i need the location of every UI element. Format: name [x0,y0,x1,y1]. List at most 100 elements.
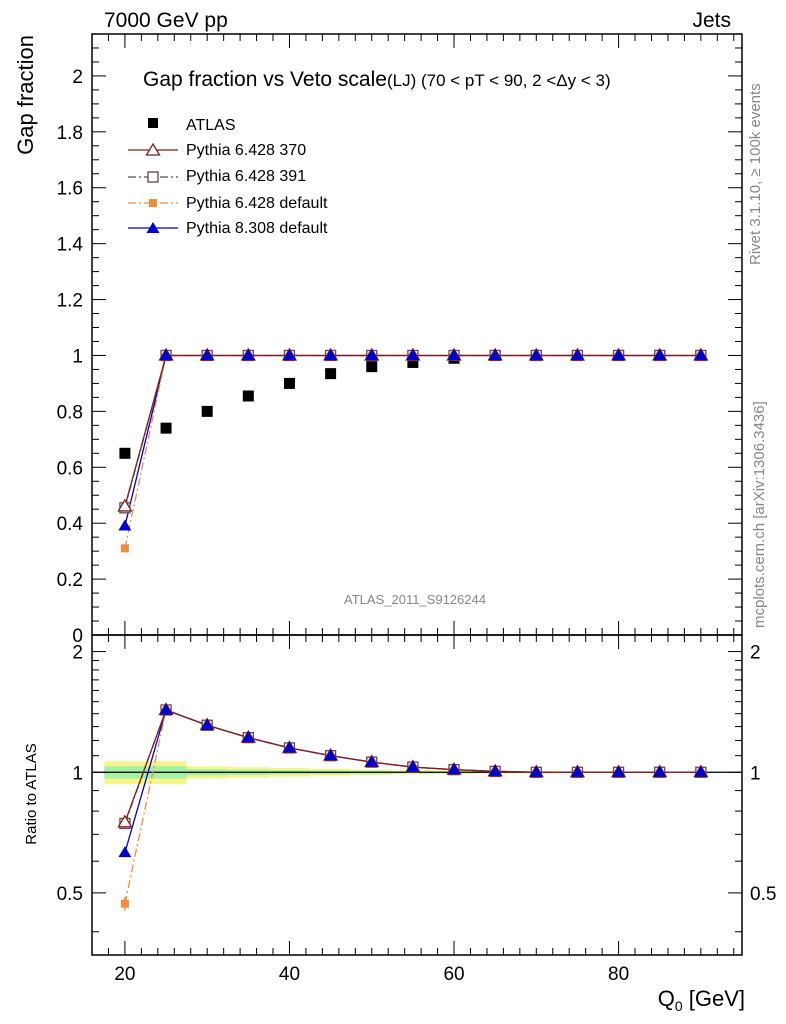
ratio-line-p6def [124,709,701,904]
main-y-tick-label: 0.6 [57,458,83,479]
main-point-atlas [160,422,172,434]
main-point-p8def [406,348,420,360]
ratio-point-p8def [488,764,502,776]
main-line-p370 [124,354,701,507]
main-point-p8def [324,348,338,360]
label-layer: 0 0.2 0.4 0.6 0.8 1 1.2 1.4 1.6 1.8 2 0.5 0.5 1 1 2 2 20 4… [57,67,777,985]
watermark-label: ATLAS_2011_S9126244 [344,592,486,607]
legend-entry-p8def: Pythia 8.308 default [128,220,328,237]
ratio-point-p8def [570,765,584,777]
plot-frames [91,33,743,956]
x-axis-title-symbol: Q [658,986,675,1011]
series-layer [117,347,709,911]
legend-label-p391: Pythia 6.428 391 [186,168,306,185]
ratio-point-p8def [653,765,667,777]
legend-entry-p391: Pythia 6.428 391 [128,168,306,185]
main-y-tick-label: 0 [72,626,83,647]
ratio-point-p8def [200,718,214,730]
legend-entry-atlas: ATLAS [148,117,236,134]
x-tick-label: 60 [443,964,464,985]
main-point-p8def [570,348,584,360]
ratio-y-tick-label-left: 1 [72,763,83,784]
main-point-p8def [282,348,296,360]
main-point-p8def [694,348,708,360]
main-point-atlas [201,405,213,417]
header-right: Jets [692,9,731,32]
main-point-atlas [119,447,131,459]
x-axis-title-unit: [GeV] [683,986,745,1011]
main-point-p8def [200,348,214,360]
main-point-p8def [118,519,132,531]
main-y-tick-label: 1.6 [57,179,83,200]
ratio-panel-frame [91,634,743,956]
legend: ATLAS Pythia 6.428 370 Pythia 6.428 391 … [128,117,328,237]
legend-marker-p6def [149,199,157,207]
main-point-p8def [241,348,255,360]
ratio-point-p8def [694,765,708,777]
x-tick-label: 40 [279,964,300,985]
ratio-y-tick-label-right: 0.5 [750,884,776,905]
ratio-point-p8def [118,846,132,858]
main-point-p8def [653,348,667,360]
chart-title-main: Gap fraction vs Veto scale [143,68,387,91]
main-point-p6def [120,544,129,553]
main-point-atlas [407,356,419,368]
legend-label-p8def: Pythia 8.308 default [186,220,328,237]
legend-entry-p6def: Pythia 6.428 default [128,195,328,212]
ratio-point-p8def [159,703,173,715]
main-point-p8def [488,348,502,360]
chart-title: Gap fraction vs Veto scale(LJ) (70 < pT … [143,68,611,91]
legend-label-atlas: ATLAS [186,117,236,134]
legend-marker-p370 [145,142,161,156]
ratio-y-tick-label-left: 0.5 [57,884,83,905]
main-line-p6def [124,354,701,549]
chart-subtitle: (LJ) (70 < pT < 90, 2 <Δy < 3) [387,71,611,90]
main-y-tick-label: 2 [72,67,83,88]
legend-label-p370: Pythia 6.428 370 [186,142,306,159]
main-point-atlas [283,377,295,389]
ratio-y-tick-label-right: 1 [750,763,761,784]
main-y-tick-label: 1.2 [57,291,83,312]
main-y-tick-label: 0.8 [57,402,83,423]
legend-entry-p370: Pythia 6.428 370 [128,142,306,159]
main-y-tick-label: 1 [72,346,83,367]
ratio-point-p8def [324,749,338,761]
ratio-point-p8def [529,765,543,777]
main-y-tick-label: 0.4 [57,514,84,535]
ratio-point-p370 [117,814,133,828]
rivet-label: Rivet 3.1.10, ≥ 100k events [747,83,764,265]
main-point-atlas [366,361,378,373]
ratio-line-p8def [124,709,701,853]
main-y-tick-label: 1.8 [57,123,83,144]
main-line-p391 [124,354,701,508]
ratio-point-p8def [241,731,255,743]
main-y-tick-label: 1.4 [57,235,84,256]
y-axis-title-ratio: Ratio to ATLAS [23,743,40,844]
main-point-p8def [529,348,543,360]
ratio-point-p8def [612,765,626,777]
main-point-p8def [612,348,626,360]
legend-marker-atlas [148,118,158,128]
main-point-p8def [447,348,461,360]
ratio-point-p8def [282,741,296,753]
ratio-point-p8def [406,760,420,772]
header-left: 7000 GeV pp [104,9,228,32]
legend-marker-p391 [147,171,159,183]
x-tick-label: 80 [608,964,629,985]
y-axis-title-main: Gap fraction [13,35,38,155]
mcplots-label: mcplots.cern.ch [arXiv:1306.3436] [751,401,768,628]
x-axis-title-subscript: 0 [675,998,683,1014]
legend-marker-p8def [146,222,160,233]
x-tick-label: 20 [114,964,135,985]
ratio-point-p8def [365,755,379,767]
main-point-atlas [242,390,254,402]
main-line-p8def [124,354,701,527]
x-axis-title: Q0 [GeV] [658,986,745,1014]
main-point-p8def [365,348,379,360]
ratio-y-tick-label-left: 2 [72,643,83,664]
main-y-tick-label: 0.2 [57,570,83,591]
main-point-atlas [325,368,337,380]
main-point-p370 [117,498,133,512]
legend-label-p6def: Pythia 6.428 default [186,195,328,212]
